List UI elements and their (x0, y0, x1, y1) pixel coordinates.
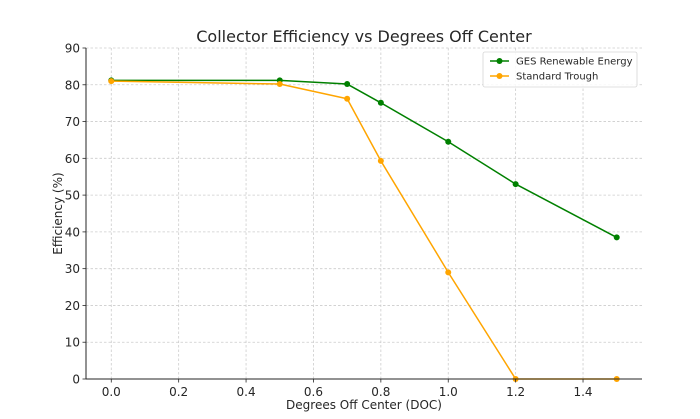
series-ges (108, 77, 620, 241)
y-tick-label: 80 (65, 78, 80, 92)
x-tick-label: 0.6 (304, 385, 323, 399)
y-axis-label: Efficiency (%) (51, 172, 65, 254)
axes (85, 48, 642, 380)
data-point-standard (344, 95, 351, 102)
legend: GES Renewable Energy Standard Trough (482, 51, 638, 88)
chart-title: Collector Efficiency vs Degrees Off Cent… (196, 27, 532, 46)
data-point-standard (445, 269, 452, 276)
y-tick-label: 60 (65, 152, 80, 166)
x-tick-label: 0.2 (169, 385, 188, 399)
series-standard (108, 78, 620, 382)
y-tick-label: 20 (65, 299, 80, 313)
x-ticks: 0.0 0.2 0.4 0.6 0.8 1.0 1.2 1.4 (102, 379, 593, 399)
series-layer (108, 77, 620, 382)
data-point-ges (445, 138, 452, 145)
data-point-standard (276, 81, 283, 88)
legend-marker-ges (496, 58, 503, 64)
x-tick-label: 1.4 (573, 385, 592, 399)
y-tick-label: 50 (65, 189, 80, 203)
y-tick-label: 0 (72, 373, 80, 387)
y-tick-label: 90 (65, 42, 80, 56)
legend-label-ges: GES Renewable Energy (516, 57, 633, 68)
data-point-standard (108, 78, 115, 85)
data-point-ges (344, 81, 351, 88)
y-tick-label: 10 (65, 336, 80, 350)
y-tick-label: 30 (65, 262, 80, 276)
x-axis-label: Degrees Off Center (DOC) (286, 398, 442, 412)
series-line-ges (111, 79, 618, 239)
data-point-ges (377, 99, 384, 106)
x-tick-label: 1.0 (439, 385, 458, 399)
y-ticks: 0 10 20 30 40 50 60 70 80 90 (65, 42, 86, 387)
y-tick-label: 40 (65, 225, 80, 239)
x-tick-label: 0.0 (102, 385, 121, 399)
x-tick-label: 1.2 (506, 385, 525, 399)
series-line-standard (111, 80, 617, 380)
x-tick-label: 0.4 (237, 385, 256, 399)
data-point-standard (377, 157, 384, 164)
x-tick-label: 0.8 (371, 385, 390, 399)
legend-label-standard: Standard Trough (516, 72, 598, 83)
legend-marker-standard (496, 73, 503, 79)
y-tick-label: 70 (65, 115, 80, 129)
data-point-ges (613, 234, 620, 241)
legend-frame (482, 51, 638, 88)
grid-lines (86, 47, 642, 380)
data-point-ges (512, 181, 519, 188)
